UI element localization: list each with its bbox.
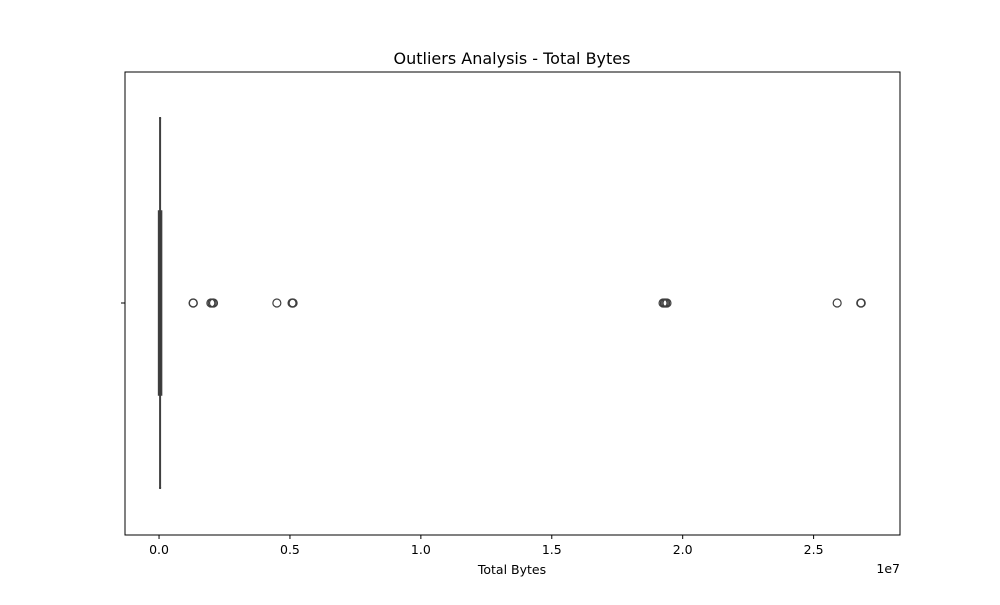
plot-area-frame bbox=[124, 71, 901, 536]
x-tick-label: 1.0 bbox=[411, 542, 431, 557]
outlier-point bbox=[662, 298, 672, 308]
outlier-point bbox=[832, 298, 842, 308]
x-tick-label: 0.5 bbox=[280, 542, 300, 557]
x-tick-label: 2.0 bbox=[673, 542, 693, 557]
x-axis-offset-label: 1e7 bbox=[876, 561, 900, 576]
outlier-point bbox=[188, 298, 198, 308]
x-tick-label: 2.5 bbox=[804, 542, 824, 557]
outlier-point bbox=[208, 298, 219, 308]
outlier-point bbox=[856, 298, 866, 308]
outlier-point bbox=[272, 298, 282, 308]
x-tick-label: 0.0 bbox=[149, 542, 169, 557]
x-axis-label: Total Bytes bbox=[477, 562, 546, 577]
x-axis: 0.0 0.5 1.0 1.5 2.0 2.5 bbox=[149, 535, 824, 557]
box-body bbox=[157, 210, 163, 396]
chart-title: Outliers Analysis - Total Bytes bbox=[394, 49, 631, 68]
outlier-point bbox=[288, 298, 298, 308]
outliers bbox=[188, 298, 866, 308]
x-tick-label: 1.5 bbox=[542, 542, 562, 557]
box-plot bbox=[157, 117, 163, 489]
